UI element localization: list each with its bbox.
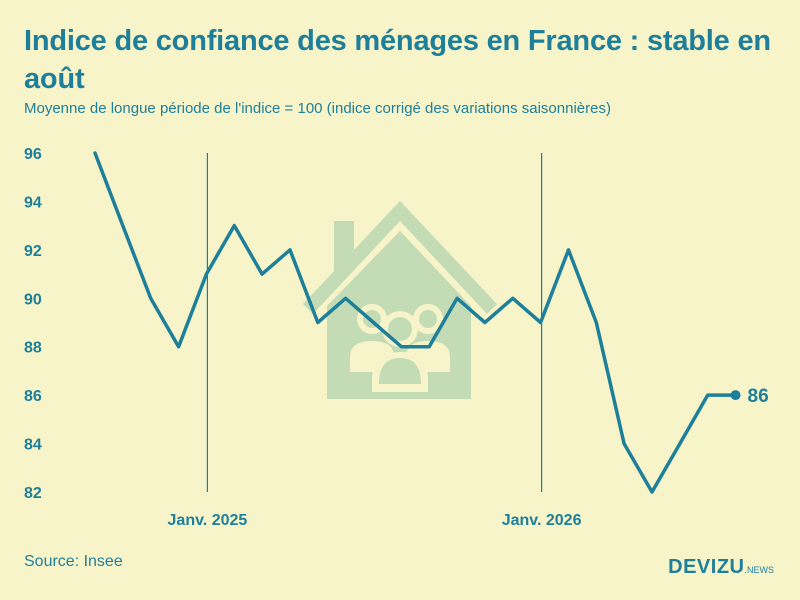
chart-title: Indice de confiance des ménages en Franc… <box>24 25 771 95</box>
data-point <box>121 224 125 228</box>
data-point <box>483 321 487 325</box>
data-point <box>594 321 598 325</box>
data-point <box>706 393 710 397</box>
brand-suffix: .NEWS <box>744 565 774 575</box>
end-value-label: 86 <box>748 386 769 407</box>
data-point <box>566 248 570 252</box>
y-tick-label: 86 <box>24 388 42 405</box>
y-tick-label: 82 <box>24 485 42 502</box>
data-point <box>622 442 626 446</box>
data-point <box>149 296 153 300</box>
data-point <box>93 151 97 155</box>
data-point <box>288 248 292 252</box>
data-point <box>260 272 264 276</box>
data-point <box>232 224 236 228</box>
x-tick-label: Janv. 2026 <box>502 512 582 529</box>
data-point <box>204 272 208 276</box>
end-point-marker <box>730 390 741 401</box>
data-point <box>316 321 320 325</box>
y-tick-label: 94 <box>24 194 42 211</box>
series-group: 86 <box>93 151 769 494</box>
data-point <box>427 345 431 349</box>
y-tick-label: 92 <box>24 243 42 260</box>
data-point <box>650 490 654 494</box>
x-tick-label: Janv. 2025 <box>168 512 248 529</box>
data-point <box>539 321 543 325</box>
x-axis-ticks: Janv. 2025 Janv. 2026 <box>168 512 582 529</box>
source-note: Source: Insee <box>24 553 123 570</box>
house-with-family-icon <box>303 201 497 399</box>
brand-logo: DEVIZU.NEWS <box>668 556 774 579</box>
data-point <box>678 442 682 446</box>
data-point <box>455 296 459 300</box>
data-point <box>177 345 181 349</box>
data-point <box>372 321 376 325</box>
y-axis-ticks: 96 94 92 90 88 86 84 82 <box>24 146 42 502</box>
data-point <box>511 296 515 300</box>
series-line <box>93 151 738 494</box>
y-tick-label: 90 <box>24 291 42 308</box>
y-tick-label: 84 <box>24 437 42 454</box>
chart-subtitle: Moyenne de longue période de l'indice = … <box>24 100 611 117</box>
data-point <box>344 296 348 300</box>
y-tick-label: 88 <box>24 340 42 357</box>
y-tick-label: 96 <box>24 146 42 163</box>
brand-name: DEVIZU <box>668 556 745 578</box>
data-point <box>399 345 403 349</box>
